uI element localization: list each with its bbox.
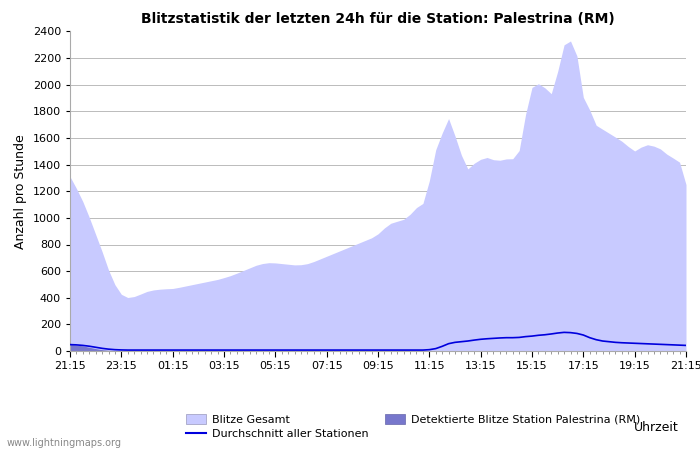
Text: www.lightningmaps.org: www.lightningmaps.org <box>7 438 122 448</box>
Title: Blitzstatistik der letzten 24h für die Station: Palestrina (RM): Blitzstatistik der letzten 24h für die S… <box>141 12 615 26</box>
Y-axis label: Anzahl pro Stunde: Anzahl pro Stunde <box>14 134 27 248</box>
Legend: Blitze Gesamt, Durchschnitt aller Stationen, Detektierte Blitze Station Palestri: Blitze Gesamt, Durchschnitt aller Statio… <box>186 414 640 439</box>
Text: Uhrzeit: Uhrzeit <box>634 421 679 434</box>
